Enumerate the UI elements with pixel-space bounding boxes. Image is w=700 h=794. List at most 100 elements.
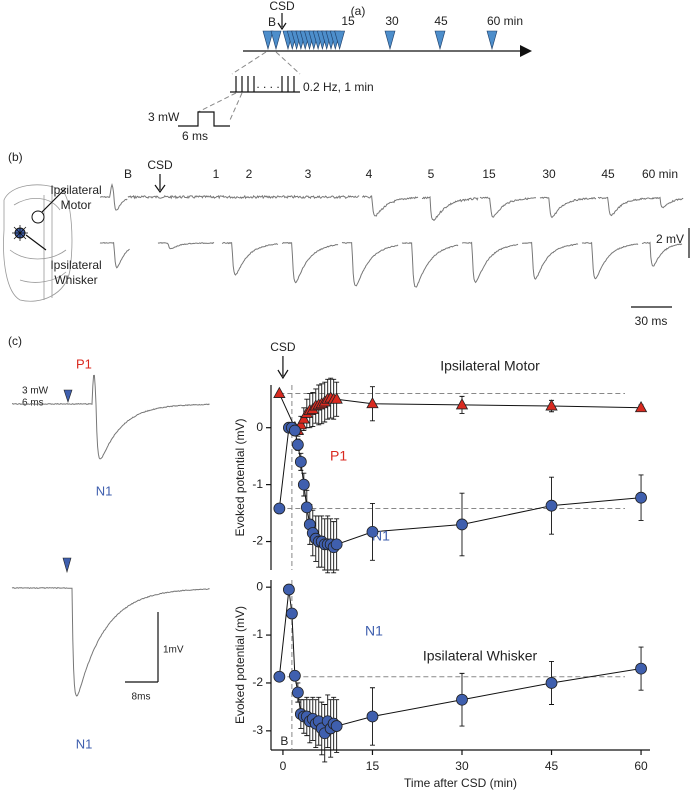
- whisker-trace: [281, 242, 339, 284]
- motor-trace: [479, 196, 536, 218]
- whisker-example: [11, 587, 210, 697]
- circle-marker: [456, 518, 468, 531]
- whisker-trace: [461, 241, 519, 284]
- whisker-trace: [581, 241, 639, 280]
- ellipsis: . . . .: [256, 77, 279, 91]
- triangle-marker: [455, 398, 469, 410]
- circle-marker: [300, 501, 313, 514]
- motor-trace: [127, 194, 360, 200]
- circle-marker: [635, 491, 647, 504]
- whisker-trace: [221, 241, 279, 276]
- time-label: 45: [434, 14, 448, 28]
- duration: 6 ms: [22, 398, 44, 409]
- circle-marker: [294, 455, 307, 468]
- time-label: 30: [542, 167, 556, 181]
- circle-marker: [635, 662, 647, 675]
- example-traces: [11, 374, 210, 697]
- stim-marker: [486, 30, 498, 51]
- triangle-marker: [297, 412, 311, 424]
- time-label: 15: [482, 167, 496, 181]
- whisker-trace: [521, 241, 579, 280]
- circle-marker: [297, 478, 310, 491]
- time-label: 4: [366, 167, 373, 181]
- time-label: 1: [213, 167, 220, 181]
- y-tick-label: -1: [252, 627, 263, 641]
- scale-bars: [125, 612, 159, 683]
- time-label: B: [124, 167, 132, 181]
- voltage-scale: 2 mV: [656, 232, 684, 246]
- circle-marker: [288, 669, 301, 682]
- motor-trace: [651, 196, 684, 209]
- duration: 6 ms: [182, 129, 208, 143]
- y-axis-label: Evoked potential (mV): [233, 418, 247, 536]
- circle-marker: [545, 499, 558, 512]
- whisker-trace: [641, 241, 683, 267]
- x-tick-label: 30: [455, 759, 469, 773]
- stim-marker: [63, 389, 73, 403]
- stim-markers: [262, 30, 498, 51]
- series-label: N1: [372, 528, 390, 544]
- time-label: 45: [601, 167, 615, 181]
- motor-trace: [361, 195, 419, 217]
- time-label: 30: [385, 14, 399, 28]
- time-labels: B 1 2 3 4 5 15 30 45 60 min: [124, 167, 678, 181]
- time-label: 15: [341, 14, 355, 28]
- circle-marker: [330, 538, 343, 551]
- pulse: [178, 111, 230, 127]
- csd-label: CSD: [147, 158, 173, 172]
- csd-arrow: [277, 13, 287, 31]
- circle-marker: [291, 438, 304, 451]
- circle-marker: [273, 670, 286, 683]
- triangle-marker: [545, 399, 558, 411]
- triangle-marker: [330, 392, 343, 404]
- motor-trace: [539, 196, 597, 219]
- circle-marker: [283, 583, 295, 596]
- time-label: 3: [305, 167, 312, 181]
- traces: [99, 182, 684, 288]
- chart-title: Ipsilateral Motor: [440, 358, 540, 374]
- motor-trace: [99, 182, 128, 211]
- pulse-train: [230, 76, 300, 93]
- circle-marker: [330, 720, 343, 732]
- triangle-marker: [634, 400, 648, 413]
- time-scale: 8ms: [132, 692, 151, 703]
- time-label: 60 min: [642, 167, 678, 181]
- motor-site: [31, 210, 45, 224]
- whisker-trace: [401, 241, 459, 288]
- panel-label: (b): [8, 150, 23, 164]
- stim-marker: [62, 557, 72, 574]
- triangle-marker: [366, 396, 379, 409]
- triangle-marker: [273, 386, 286, 398]
- timeline-arrow: [520, 45, 532, 57]
- n1-label: N1: [96, 483, 113, 498]
- whisker-trace: [99, 241, 130, 269]
- brain-sketch: [3, 184, 73, 302]
- circle-marker: [456, 693, 468, 706]
- x-tick-label: 15: [366, 759, 380, 773]
- circle-marker: [285, 607, 298, 620]
- y-tick-label: 0: [256, 579, 263, 593]
- x-tick-label: 45: [545, 759, 559, 773]
- circle-marker: [273, 502, 286, 515]
- light-rays: [12, 225, 28, 241]
- motor-trace: [597, 196, 655, 217]
- y-axis-label: Evoked potential (mV): [233, 606, 247, 724]
- stim-marker: [334, 30, 345, 51]
- y-tick-label: -2: [252, 675, 263, 689]
- x-axis-label: Time after CSD (min): [404, 776, 517, 790]
- csd-arrow: [277, 356, 289, 380]
- power: 3 mW: [148, 110, 180, 124]
- csd-label: CSD: [270, 340, 296, 354]
- y-tick-label: -1: [252, 477, 263, 491]
- zoom-lines: [231, 51, 301, 75]
- stim-rate: 0.2 Hz, 1 min: [303, 80, 374, 94]
- series-label: P1: [330, 448, 347, 464]
- motor-trace: [421, 196, 479, 222]
- panel-label: (c): [8, 334, 22, 348]
- charts: 0 -1 -2 Evoked potential (mV) Ipsilateral Mo…: [233, 340, 650, 790]
- row-label: Ipsilateral: [50, 183, 101, 197]
- time-label: B: [268, 15, 276, 29]
- stim-marker: [434, 30, 446, 51]
- x-tick-label: 0: [280, 759, 287, 773]
